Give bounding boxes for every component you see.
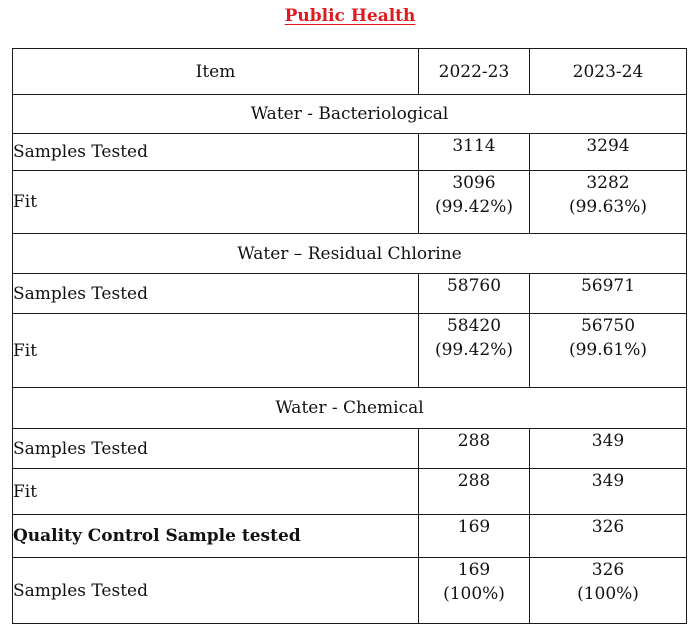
percent-year-2: (100%)	[577, 584, 639, 604]
section-row: Water - Bacteriological	[12, 94, 687, 134]
row-label: Samples Tested	[12, 273, 419, 314]
percent-year-1: (99.42%)	[434, 340, 514, 360]
table-row: Fit 58420 (99.42%) 56750 (99.61%)	[12, 313, 687, 388]
value-year-2: 326	[591, 560, 625, 580]
header-year-1: 2022-23	[418, 48, 530, 95]
row-label: Fit	[12, 468, 419, 515]
table-row: Quality Control Sample tested 169 326	[12, 514, 687, 558]
section-title: Water - Bacteriological	[12, 94, 687, 134]
value-year-2: 349	[529, 468, 687, 515]
value-year-1-cell: 3096 (99.42%)	[418, 170, 530, 234]
section-title: Water – Residual Chlorine	[12, 233, 687, 274]
section-row: Water - Chemical	[12, 387, 687, 429]
row-label: Samples Tested	[12, 133, 419, 171]
row-label: Fit	[12, 170, 419, 234]
percent-year-2: (99.61%)	[568, 340, 648, 360]
public-health-table: Item 2022-23 2023-24 Water - Bacteriolog…	[12, 48, 687, 624]
percent-year-2: (99.63%)	[568, 197, 648, 217]
value-year-2: 56750	[580, 316, 636, 336]
value-year-2: 56971	[529, 273, 687, 314]
section-title: Water - Chemical	[12, 387, 687, 429]
row-label: Samples Tested	[12, 428, 419, 469]
value-year-1-cell: 169 (100%)	[418, 557, 530, 624]
table-row: Samples Tested 3114 3294	[12, 133, 687, 171]
table-row: Samples Tested 169 (100%) 326 (100%)	[12, 557, 687, 624]
value-year-2-cell: 3282 (99.63%)	[529, 170, 687, 234]
value-year-1: 169	[418, 514, 530, 558]
row-label: Fit	[12, 313, 419, 388]
row-label: Quality Control Sample tested	[12, 514, 419, 558]
percent-year-1: (99.42%)	[434, 197, 514, 217]
value-year-2: 326	[529, 514, 687, 558]
value-year-2: 3294	[529, 133, 687, 171]
row-label: Samples Tested	[12, 557, 419, 624]
section-row: Water – Residual Chlorine	[12, 233, 687, 274]
value-year-1: 58420	[446, 316, 502, 336]
page-title: Public Health	[284, 6, 416, 26]
header-item: Item	[12, 48, 419, 95]
value-year-1: 288	[418, 468, 530, 515]
value-year-2-cell: 56750 (99.61%)	[529, 313, 687, 388]
value-year-1: 58760	[418, 273, 530, 314]
table-header-row: Item 2022-23 2023-24	[12, 48, 687, 95]
header-year-2: 2023-24	[529, 48, 687, 95]
table-row: Fit 288 349	[12, 468, 687, 515]
value-year-1: 3096	[452, 173, 496, 193]
value-year-2: 3282	[586, 173, 630, 193]
value-year-1: 169	[457, 560, 491, 580]
value-year-1: 3114	[418, 133, 530, 171]
value-year-1-cell: 58420 (99.42%)	[418, 313, 530, 388]
table-row: Fit 3096 (99.42%) 3282 (99.63%)	[12, 170, 687, 234]
value-year-2-cell: 326 (100%)	[529, 557, 687, 624]
value-year-2: 349	[529, 428, 687, 469]
percent-year-1: (100%)	[443, 584, 505, 604]
value-year-1: 288	[418, 428, 530, 469]
table-row: Samples Tested 288 349	[12, 428, 687, 469]
table-row: Samples Tested 58760 56971	[12, 273, 687, 314]
